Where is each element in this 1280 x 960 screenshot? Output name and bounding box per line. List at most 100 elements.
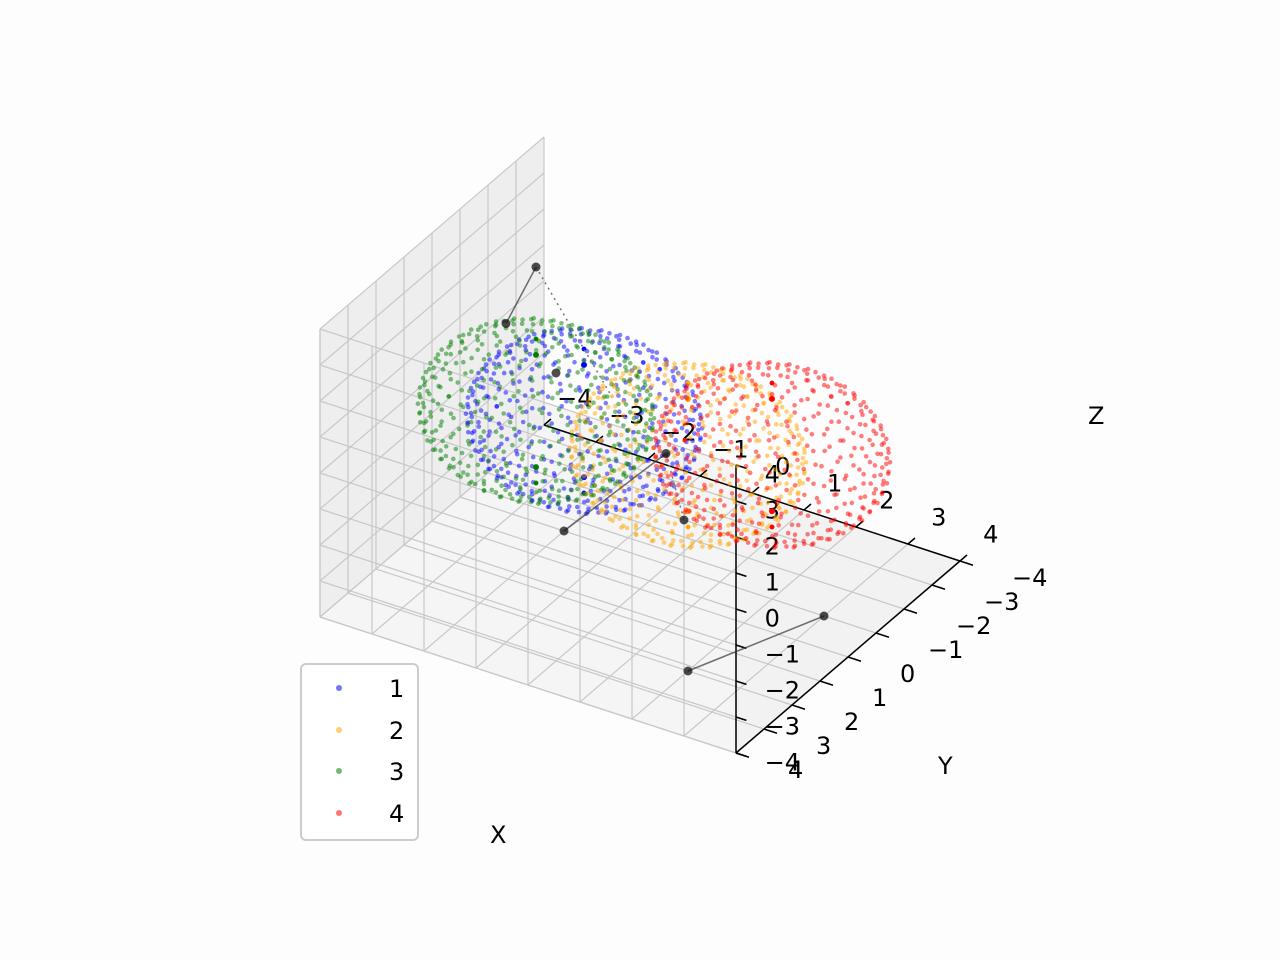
data-point [655, 505, 661, 510]
data-point [753, 529, 759, 534]
data-point [680, 543, 686, 549]
data-point [589, 340, 595, 345]
z-tick-label: 1 [765, 568, 780, 596]
data-point [787, 491, 793, 496]
data-point [598, 438, 603, 443]
data-point [609, 504, 615, 510]
data-point [701, 530, 707, 536]
data-point [493, 319, 499, 324]
data-point [701, 516, 706, 521]
data-point [536, 338, 542, 344]
data-point [569, 352, 574, 358]
data-point [612, 448, 618, 454]
data-point [651, 445, 657, 451]
data-point [625, 335, 630, 341]
data-point [549, 345, 555, 350]
data-point [523, 409, 529, 415]
data-point [825, 403, 831, 408]
data-point [417, 410, 423, 415]
data-point [684, 383, 690, 389]
data-point [631, 415, 637, 421]
data-point [529, 441, 534, 447]
data-point [702, 486, 708, 491]
data-point [585, 439, 591, 445]
data-point [425, 438, 430, 443]
data-point [633, 421, 639, 427]
data-point [672, 427, 677, 433]
data-point [662, 486, 667, 492]
x-tick [907, 537, 916, 545]
data-point [645, 396, 651, 402]
data-point [861, 481, 866, 486]
z-tick [735, 608, 747, 614]
data-point [654, 350, 660, 355]
data-point [756, 496, 762, 502]
data-point [859, 433, 864, 439]
data-point [845, 426, 850, 431]
data-point [766, 438, 772, 443]
data-point [642, 407, 648, 413]
data-point [783, 509, 788, 515]
data-point [639, 456, 644, 462]
data-point [695, 382, 701, 388]
data-point [641, 342, 646, 348]
data-point [707, 434, 713, 440]
data-point [795, 457, 800, 463]
data-point [423, 419, 429, 424]
data-point [773, 422, 779, 427]
data-point [666, 418, 671, 424]
data-point [581, 358, 586, 363]
data-point [696, 376, 702, 382]
data-point [585, 472, 591, 477]
data-point [697, 403, 702, 409]
data-point [433, 428, 439, 433]
data-point [598, 461, 603, 467]
z-tick [735, 680, 747, 686]
data-point [569, 488, 574, 493]
data-point [683, 466, 688, 472]
legend-entry-4: 4 [336, 800, 404, 828]
data-point [581, 474, 587, 479]
data-point [672, 361, 677, 367]
data-point [620, 497, 626, 503]
data-point [700, 544, 705, 549]
data-point [537, 407, 542, 412]
data-point [836, 419, 842, 425]
data-point [727, 448, 732, 454]
data-point [497, 339, 503, 344]
data-point [577, 388, 583, 393]
data-point [705, 380, 711, 386]
data-point [637, 350, 643, 355]
data-point [604, 417, 610, 422]
data-point [739, 531, 744, 537]
data-point [470, 389, 476, 394]
data-point [557, 506, 563, 511]
data-point [489, 487, 495, 493]
data-point [496, 349, 502, 355]
data-point [438, 448, 443, 453]
data-point [676, 482, 681, 488]
data-point [613, 409, 618, 415]
data-point [745, 394, 750, 400]
data-point [863, 404, 869, 410]
data-point [886, 471, 891, 477]
data-point [708, 525, 714, 531]
data-point [717, 473, 723, 478]
data-point [520, 409, 525, 415]
data-point [548, 443, 553, 449]
data-point [471, 429, 477, 434]
data-point [504, 436, 510, 442]
scatter-points [415, 315, 893, 551]
grid-line-floor-y [375, 568, 793, 706]
z-axis-label: Z [1088, 402, 1104, 430]
grid-line-floor-x [631, 526, 857, 720]
data-point [825, 537, 830, 542]
data-point [704, 497, 710, 503]
data-point [539, 318, 545, 323]
data-point [650, 406, 655, 411]
data-point [621, 378, 627, 383]
data-point [663, 396, 668, 402]
data-point [816, 411, 821, 416]
data-point [828, 478, 834, 483]
